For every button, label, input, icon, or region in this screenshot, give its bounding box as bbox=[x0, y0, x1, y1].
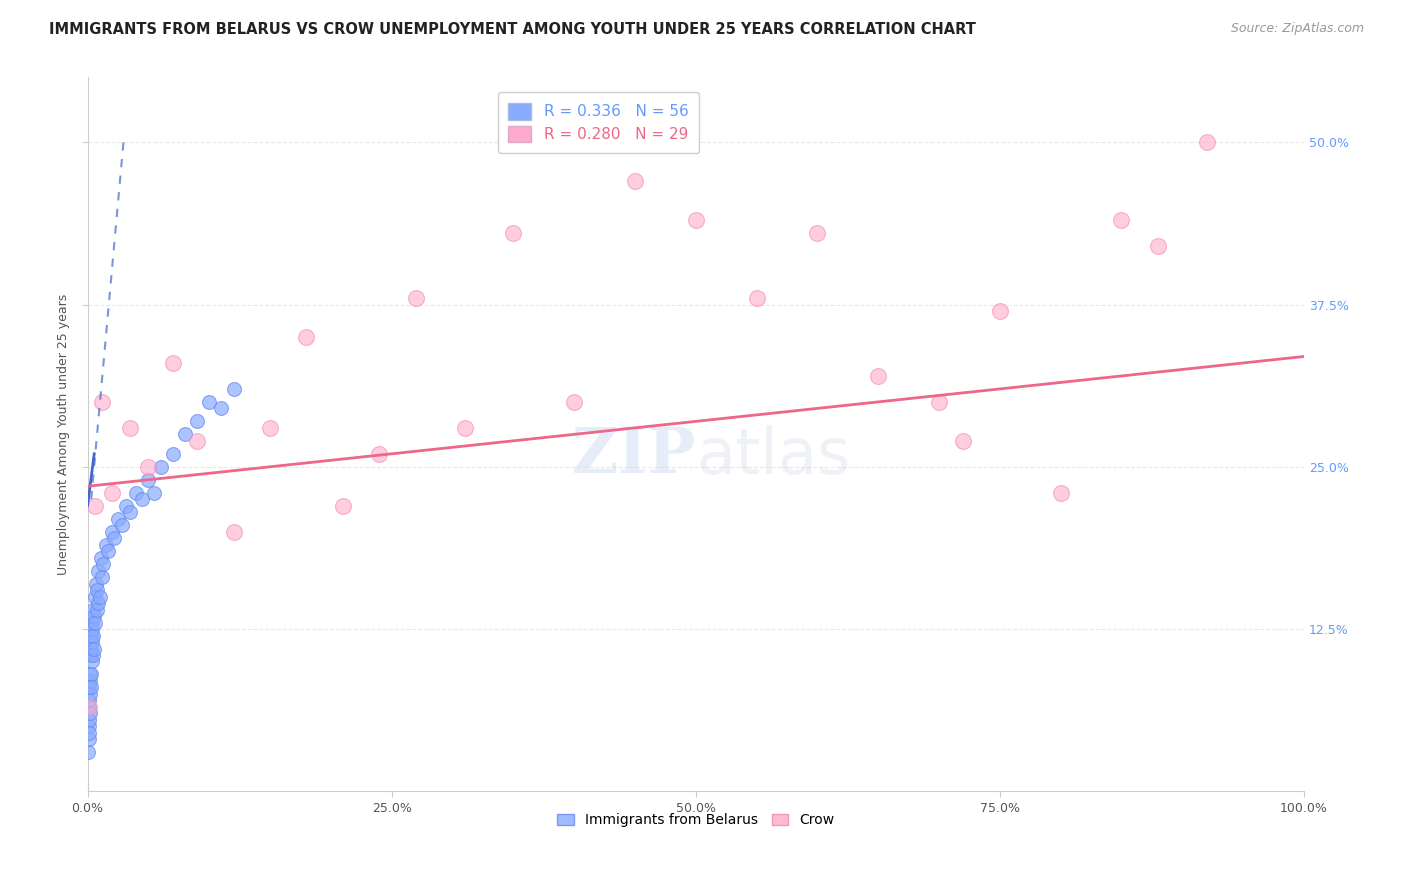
Point bbox=[94, 538, 117, 552]
Point bbox=[77, 732, 100, 747]
Text: Source: ZipAtlas.com: Source: ZipAtlas.com bbox=[1230, 22, 1364, 36]
Point bbox=[82, 622, 104, 636]
Point bbox=[173, 427, 195, 442]
Point bbox=[453, 421, 475, 435]
Point bbox=[93, 557, 115, 571]
Point bbox=[79, 673, 101, 688]
Point bbox=[562, 395, 585, 409]
Point bbox=[77, 719, 100, 733]
Point bbox=[79, 687, 101, 701]
Point bbox=[1049, 485, 1071, 500]
Point bbox=[952, 434, 974, 448]
Point bbox=[103, 531, 125, 545]
Legend: Immigrants from Belarus, Crow: Immigrants from Belarus, Crow bbox=[550, 806, 841, 834]
Point bbox=[80, 628, 103, 642]
Point bbox=[186, 434, 208, 448]
Point bbox=[259, 421, 281, 435]
Text: atlas: atlas bbox=[696, 425, 851, 487]
Point bbox=[77, 745, 100, 759]
Point bbox=[79, 667, 101, 681]
Point bbox=[101, 524, 124, 539]
Point bbox=[79, 667, 101, 681]
Point bbox=[82, 635, 104, 649]
Point bbox=[624, 174, 647, 188]
Point bbox=[125, 485, 148, 500]
Point bbox=[79, 726, 101, 740]
Point bbox=[80, 641, 103, 656]
Point bbox=[868, 368, 890, 383]
Point bbox=[91, 395, 114, 409]
Point bbox=[84, 615, 107, 630]
Point bbox=[79, 648, 101, 662]
Point bbox=[295, 330, 318, 344]
Point bbox=[1147, 239, 1170, 253]
Point bbox=[806, 226, 828, 240]
Point bbox=[222, 524, 245, 539]
Point bbox=[1195, 136, 1218, 150]
Point bbox=[80, 681, 103, 695]
Point bbox=[368, 447, 391, 461]
Point bbox=[83, 590, 105, 604]
Point bbox=[77, 693, 100, 707]
Point bbox=[1111, 213, 1133, 227]
Point bbox=[332, 499, 354, 513]
Point bbox=[162, 447, 184, 461]
Point bbox=[101, 485, 124, 500]
Point bbox=[82, 648, 104, 662]
Point bbox=[162, 356, 184, 370]
Text: ZIP: ZIP bbox=[571, 425, 696, 486]
Point bbox=[120, 421, 142, 435]
Point bbox=[89, 590, 111, 604]
Point bbox=[222, 382, 245, 396]
Point bbox=[198, 395, 221, 409]
Point bbox=[138, 459, 160, 474]
Point bbox=[79, 699, 101, 714]
Point bbox=[143, 485, 166, 500]
Point bbox=[77, 713, 100, 727]
Point bbox=[107, 512, 129, 526]
Point bbox=[86, 602, 108, 616]
Point bbox=[928, 395, 950, 409]
Point bbox=[186, 414, 208, 428]
Point bbox=[79, 706, 101, 721]
Point bbox=[90, 550, 112, 565]
Point bbox=[84, 576, 107, 591]
Point bbox=[83, 609, 105, 624]
Point bbox=[77, 699, 100, 714]
Point bbox=[745, 291, 768, 305]
Point bbox=[87, 564, 110, 578]
Point bbox=[82, 628, 104, 642]
Point bbox=[685, 213, 707, 227]
Point bbox=[988, 304, 1011, 318]
Point bbox=[82, 602, 104, 616]
Point bbox=[502, 226, 524, 240]
Point bbox=[110, 518, 132, 533]
Point bbox=[97, 544, 120, 558]
Point bbox=[131, 492, 153, 507]
Point bbox=[120, 505, 142, 519]
Point bbox=[149, 459, 172, 474]
Point bbox=[91, 570, 114, 584]
Point bbox=[87, 596, 110, 610]
Y-axis label: Unemployment Among Youth under 25 years: Unemployment Among Youth under 25 years bbox=[58, 293, 70, 575]
Point bbox=[79, 681, 101, 695]
Point bbox=[80, 615, 103, 630]
Point bbox=[80, 655, 103, 669]
Point bbox=[86, 583, 108, 598]
Point bbox=[405, 291, 427, 305]
Point bbox=[83, 499, 105, 513]
Point bbox=[115, 499, 138, 513]
Point bbox=[209, 401, 232, 416]
Text: IMMIGRANTS FROM BELARUS VS CROW UNEMPLOYMENT AMONG YOUTH UNDER 25 YEARS CORRELAT: IMMIGRANTS FROM BELARUS VS CROW UNEMPLOY… bbox=[49, 22, 976, 37]
Point bbox=[83, 641, 105, 656]
Point bbox=[138, 473, 160, 487]
